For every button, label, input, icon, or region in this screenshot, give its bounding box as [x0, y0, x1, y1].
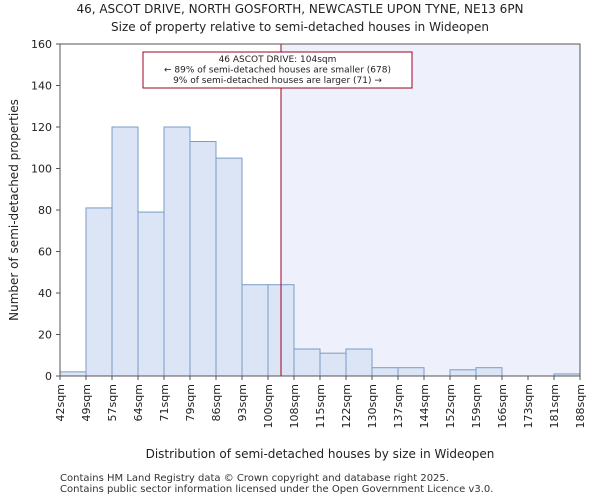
x-tick-label-42sqm: 42sqm — [54, 384, 67, 421]
y-tick-label: 80 — [38, 204, 52, 217]
bar-137sqm — [397, 367, 425, 377]
x-tick-label-71sqm: 71sqm — [158, 384, 171, 421]
x-tick-label-188sqm: 188sqm — [574, 384, 587, 428]
y-tick-label: 20 — [38, 329, 52, 342]
x-tick-label-100sqm: 100sqm — [262, 384, 275, 428]
y-tick-label: 140 — [31, 80, 52, 93]
bar-122sqm — [345, 348, 373, 377]
bar-115sqm — [319, 352, 347, 377]
y-tick-label: 40 — [38, 287, 52, 300]
chart-title: 46, ASCOT DRIVE, NORTH GOSFORTH, NEWCAST… — [76, 2, 524, 16]
bar-42sqm — [59, 371, 87, 377]
y-tick-label: 120 — [31, 121, 52, 134]
bar-71sqm — [163, 126, 191, 377]
larger-region-shade — [281, 44, 580, 376]
bar-49sqm — [85, 207, 113, 377]
x-tick-label-159sqm: 159sqm — [470, 384, 483, 428]
annotation-line-1: 46 ASCOT DRIVE: 104sqm — [219, 55, 337, 65]
bar-79sqm — [189, 141, 217, 377]
footer-line-1: Contains HM Land Registry data © Crown c… — [60, 473, 449, 484]
y-tick-label: 0 — [45, 370, 52, 383]
annotation-line-2: ← 89% of semi-detached houses are smalle… — [164, 66, 391, 76]
x-tick-label-86sqm: 86sqm — [210, 384, 223, 421]
y-tick-label: 160 — [31, 38, 52, 51]
x-tick-label-57sqm: 57sqm — [106, 384, 119, 421]
x-tick-label-93sqm: 93sqm — [236, 384, 249, 421]
x-tick-label-166sqm: 166sqm — [496, 384, 509, 428]
bar-152sqm — [449, 369, 477, 377]
x-tick-label-122sqm: 122sqm — [340, 384, 353, 428]
bar-93sqm — [241, 284, 269, 377]
annotation-box — [142, 51, 413, 89]
bar-130sqm — [371, 367, 399, 377]
y-tick-label: 60 — [38, 246, 52, 259]
bar-159sqm — [475, 367, 503, 377]
bar-86sqm — [215, 157, 243, 377]
chart-subtitle: Size of property relative to semi-detach… — [111, 20, 489, 34]
x-tick-label-181sqm: 181sqm — [548, 384, 561, 428]
x-tick-label-152sqm: 152sqm — [444, 384, 457, 428]
axes-group: 0 20 40 60 80 100 120 140 160 42sqm 49sqm 57sqm 64sq… — [31, 38, 587, 428]
x-tick-label-144sqm: 144sqm — [418, 384, 431, 428]
footer-line-2: Contains public sector information licen… — [60, 484, 494, 495]
bar-108sqm — [293, 348, 321, 377]
annotation-line-3: 9% of semi-detached houses are larger (7… — [173, 76, 382, 86]
x-tick-label-130sqm: 130sqm — [366, 384, 379, 428]
x-axis-label: Distribution of semi-detached houses by … — [146, 447, 495, 461]
x-tick-label-108sqm: 108sqm — [288, 384, 301, 428]
x-tick-label-173sqm: 173sqm — [522, 384, 535, 428]
x-tick-label-115sqm: 115sqm — [314, 384, 327, 428]
bar-57sqm — [111, 126, 139, 377]
x-tick-label-49sqm: 49sqm — [80, 384, 93, 421]
x-tick-label-137sqm: 137sqm — [392, 384, 405, 428]
y-tick-label: 100 — [31, 163, 52, 176]
bar-64sqm — [137, 211, 165, 377]
x-tick-label-79sqm: 79sqm — [184, 384, 197, 421]
bars-group — [59, 126, 581, 377]
y-axis-label: Number of semi-detached properties — [7, 99, 21, 321]
x-tick-label-64sqm: 64sqm — [132, 384, 145, 421]
